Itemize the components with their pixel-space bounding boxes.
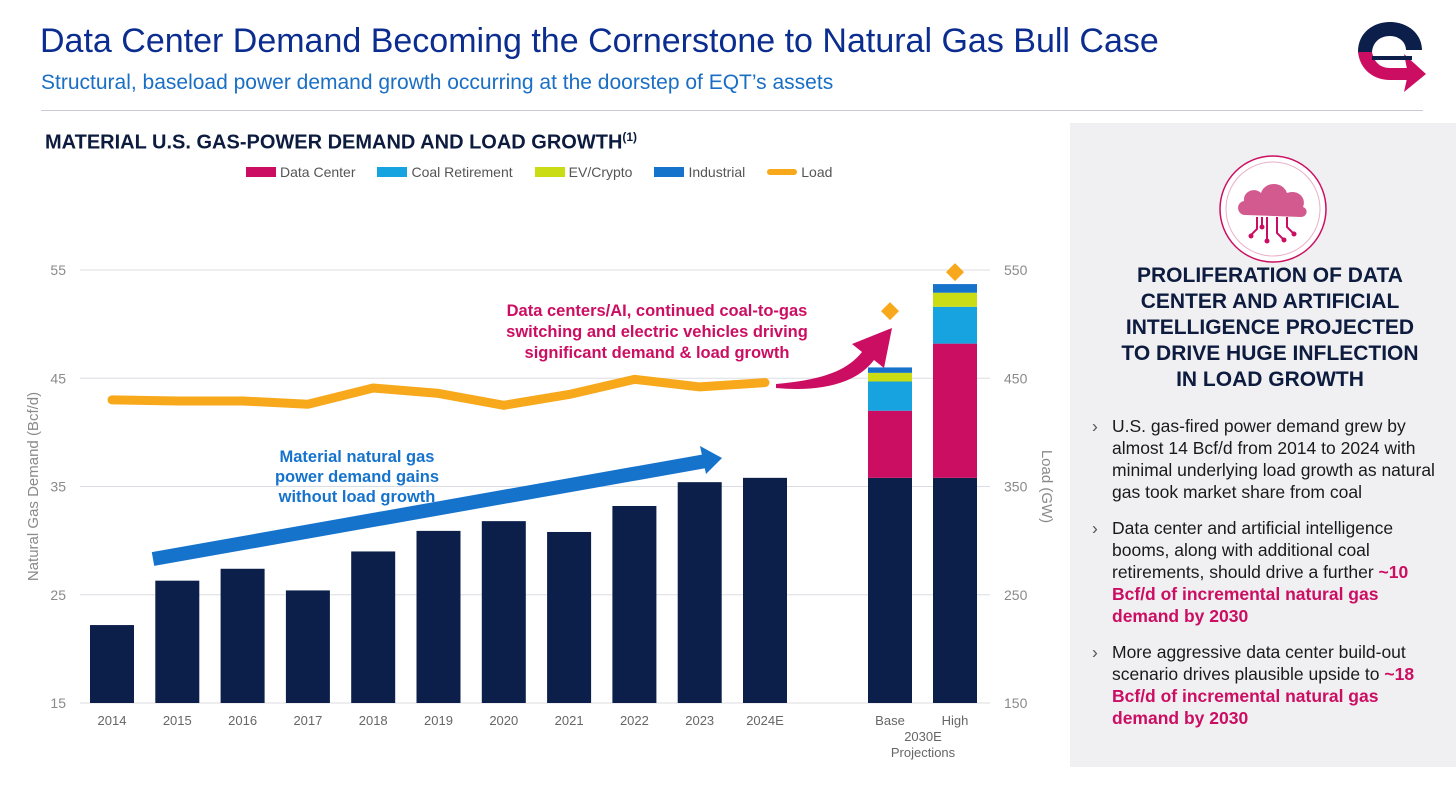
magenta-annotation-line: Data centers/AI, continued coal-to-gas — [507, 302, 808, 320]
eqt-logo — [1358, 22, 1426, 92]
blue-trend-arrow — [151, 454, 708, 566]
x-tick-label: 2015 — [163, 713, 192, 728]
x-tick-label: 2017 — [293, 713, 322, 728]
bullet-item: › U.S. gas-fired power demand grew by alm… — [1092, 416, 1435, 502]
chevron-right-icon: › — [1092, 518, 1098, 538]
bar-segment-coal-retirement — [933, 306, 977, 344]
magenta-annotation-line: switching and electric vehicles driving — [506, 323, 808, 341]
x-group-label: 2030E — [904, 729, 942, 744]
magenta-growth-arrow — [776, 328, 892, 389]
load-line — [107, 374, 770, 410]
x-tick-label: 2018 — [359, 713, 388, 728]
legend-swatch — [246, 167, 276, 177]
y-tick-label: 25 — [50, 587, 66, 603]
panel-heading-line: IN LOAD GROWTH — [1176, 368, 1364, 391]
bar-segment-data-center — [868, 410, 912, 478]
x-tick-label: Base — [875, 713, 905, 728]
legend-swatch — [767, 169, 798, 175]
page-subtitle: Structural, baseload power demand growth… — [41, 71, 834, 94]
bullet-item: › More aggressive data center build-out s… — [1092, 642, 1415, 728]
panel-heading-line: INTELLIGENCE PROJECTED — [1125, 316, 1415, 339]
bar-segment-industrial — [933, 284, 977, 293]
bar — [547, 531, 592, 703]
blue-annotation-line: without load growth — [278, 488, 436, 506]
bar — [612, 505, 657, 703]
y2-tick-label: 250 — [1004, 587, 1028, 603]
bar-segment-ev-crypto — [868, 372, 912, 382]
blue-annotation-line: power demand gains — [275, 468, 439, 486]
legend-label: Industrial — [688, 164, 746, 180]
panel-heading-line: PROLIFERATION OF DATA — [1137, 264, 1403, 287]
load-marker — [881, 302, 899, 321]
legend-label: Coal Retirement — [411, 164, 513, 180]
bullet-item: › Data center and artificial intelligence… — [1092, 518, 1409, 626]
y-tick-label: 45 — [50, 370, 66, 386]
legend-swatch — [534, 167, 565, 177]
blue-arrowhead — [700, 446, 722, 474]
bar — [90, 625, 134, 703]
panel-bullets: › U.S. gas-fired power demand grew by alm… — [1090, 415, 1450, 743]
legend-item-coal-retirement: Coal Retirement — [377, 164, 513, 180]
x-tick-label: 2023 — [685, 713, 714, 728]
bar-segment-data-center — [933, 343, 977, 478]
x-tick-label: 2021 — [555, 713, 584, 728]
panel-heading-line: CENTER AND ARTIFICIAL — [1140, 290, 1400, 313]
chevron-right-icon: › — [1092, 642, 1098, 662]
legend-item-load: Load — [767, 164, 832, 180]
x-tick-label: 2014 — [98, 713, 127, 728]
bar-segment-industrial — [868, 367, 912, 373]
load-marker — [946, 263, 964, 282]
bar-segment-coal-retirement — [868, 381, 912, 411]
x-tick-label: High — [942, 713, 969, 728]
magenta-annotation-line: significant demand & load growth — [525, 344, 790, 362]
bar — [155, 580, 200, 703]
x-tick-label: 2024E — [746, 713, 784, 728]
y2-tick-label: 150 — [1004, 695, 1028, 711]
y2-tick-label: 550 — [1004, 262, 1028, 278]
legend-label: Load — [801, 164, 833, 180]
panel-heading: PROLIFERATION OF DATA CENTER AND ARTIFIC… — [1090, 263, 1450, 393]
chevron-right-icon: › — [1092, 416, 1098, 436]
legend-swatch — [654, 167, 685, 177]
legend-item-industrial: Industrial — [654, 164, 745, 180]
y-axis-title: Natural Gas Demand (Bcf/d) — [25, 392, 42, 581]
y-tick-label: 35 — [50, 479, 66, 495]
chart-legend: Data Center Coal Retirement EV/Crypto In… — [246, 164, 832, 180]
x-tick-label: 2022 — [620, 713, 649, 728]
x-tick-label: 2019 — [424, 713, 453, 728]
bar-segment-base — [933, 477, 977, 703]
bar — [285, 590, 330, 703]
y-tick-label: 55 — [50, 262, 66, 278]
bar — [220, 568, 265, 703]
bar — [416, 530, 461, 703]
panel-heading-line: TO DRIVE HUGE INFLECTION — [1121, 342, 1419, 365]
y2-axis-title: Load (GW) — [1038, 450, 1055, 523]
cloud-circuit-icon — [1219, 155, 1327, 263]
legend-item-data-center: Data Center — [246, 164, 355, 180]
x-tick-label: 2016 — [228, 713, 257, 728]
insight-panel: PROLIFERATION OF DATA CENTER AND ARTIFIC… — [1070, 123, 1456, 767]
x-tick-label: 2020 — [489, 713, 518, 728]
bar-segment-base — [868, 477, 912, 703]
bar — [481, 521, 526, 703]
demand-load-chart: 15 150 25 250 35 350 45 450 55 550 Natural Gas Dem… — [25, 262, 1055, 760]
header-divider — [41, 110, 1423, 111]
y2-tick-label: 350 — [1004, 479, 1028, 495]
legend-swatch — [377, 167, 408, 177]
blue-annotation-line: Material natural gas — [280, 448, 435, 466]
bar-segment-ev-crypto — [933, 292, 977, 307]
y2-tick-label: 450 — [1004, 370, 1028, 386]
bar — [743, 477, 787, 703]
legend-label: EV/Crypto — [568, 164, 633, 180]
bar — [351, 551, 396, 703]
bar — [677, 482, 722, 703]
y-tick-label: 15 — [50, 695, 66, 711]
legend-item-ev-crypto: EV/Crypto — [534, 164, 633, 180]
page-title: Data Center Demand Becoming the Cornerst… — [40, 22, 1159, 60]
x-group-label: Projections — [891, 745, 956, 760]
chart-title: MATERIAL U.S. GAS-POWER DEMAND AND LOAD … — [45, 130, 638, 154]
legend-label: Data Center — [280, 164, 356, 180]
